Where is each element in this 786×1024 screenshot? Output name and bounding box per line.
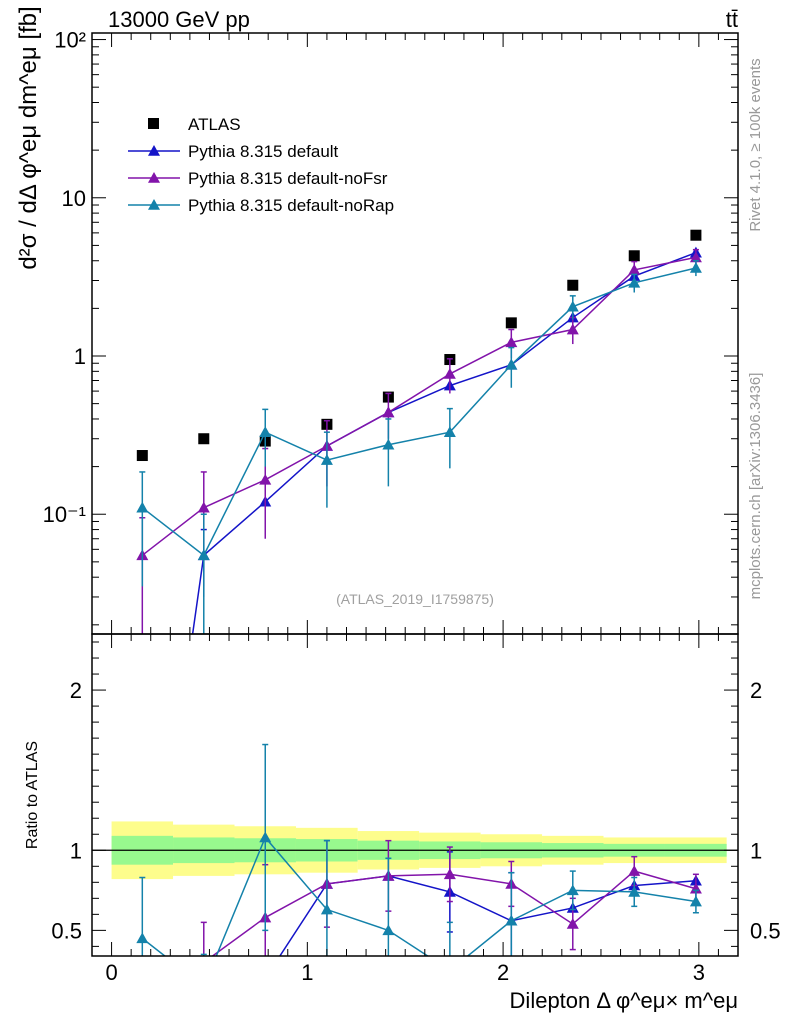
ratio-point xyxy=(505,914,518,926)
mc-point xyxy=(566,300,579,312)
x-tick-label: 0 xyxy=(105,960,117,985)
mc-point xyxy=(689,261,702,273)
ratio-y-tick-label-right: 2 xyxy=(750,678,762,703)
mc-point xyxy=(689,251,702,263)
atlas-point xyxy=(690,229,702,241)
legend-label: Pythia 8.315 default-noRap xyxy=(188,196,394,215)
ratio-line xyxy=(141,836,697,956)
ratio-y-tick-label-right: 1 xyxy=(750,838,762,863)
ratio-point xyxy=(136,932,149,944)
atlas-point xyxy=(136,450,148,462)
atlas-point xyxy=(198,433,210,445)
ratio-point xyxy=(566,917,579,929)
ratio-point xyxy=(259,831,272,843)
atlas-point xyxy=(628,250,640,262)
ratio-point xyxy=(198,980,210,991)
mcplots-label: mcplots.cern.ch [arXiv:1306.3436] xyxy=(747,373,764,600)
mc-point xyxy=(136,501,149,513)
legend: ATLAS Pythia 8.315 default Pythia 8.315 de… xyxy=(128,115,394,215)
mc-point xyxy=(505,336,518,348)
series-3 xyxy=(136,259,702,634)
legend-label: ATLAS xyxy=(188,115,241,134)
rivet-version-label: Rivet 4.1.0, ≥ 100k events xyxy=(747,58,764,231)
analysis-label: (ATLAS_2019_I1759875) xyxy=(336,591,494,607)
ratio-point xyxy=(444,964,456,975)
main-y-axis-title: d²σ / dΔ φ^eμ dm^eμ [fb] xyxy=(15,6,42,269)
x-axis: 0 1 2 3 xyxy=(105,33,739,985)
ratio-y-axis-title: Ratio to ATLAS xyxy=(24,741,41,849)
mc-point xyxy=(197,549,210,561)
ratio-point xyxy=(198,988,210,999)
y-tick-label: 10 xyxy=(62,186,86,211)
mc-point xyxy=(566,323,579,335)
mc-point xyxy=(382,438,395,450)
ratio-point xyxy=(259,972,271,983)
y-tick-label: 10⁻¹ xyxy=(43,502,86,527)
ratio-series-2 xyxy=(136,743,702,991)
legend-marker xyxy=(148,199,160,210)
legend-entry: ATLAS xyxy=(148,115,241,134)
mc-point xyxy=(443,426,456,437)
main-series-group xyxy=(136,229,702,634)
series-2 xyxy=(136,248,702,634)
ratio-point xyxy=(198,956,210,967)
mc-point xyxy=(628,276,641,288)
legend-marker xyxy=(148,145,160,156)
mc-point xyxy=(197,501,210,513)
legend-label: Pythia 8.315 default xyxy=(188,142,339,161)
ratio-y-axis: 0.5 0.5 1 1 2 2 xyxy=(51,641,781,947)
ratio-frame xyxy=(91,633,739,957)
ratio-y-tick-label: 1 xyxy=(70,838,82,863)
ratio-y-tick-label: 0.5 xyxy=(51,918,82,943)
mc-point xyxy=(382,406,395,418)
ratio-point xyxy=(628,885,641,897)
x-tick-label: 1 xyxy=(301,960,313,985)
legend-entry: Pythia 8.315 default-noFsr xyxy=(128,169,388,188)
x-tick-label: 2 xyxy=(497,960,509,985)
ratio-line xyxy=(211,870,697,956)
ratio-panel: 0 1 2 3 0.5 0.5 1 1 2 2 Ratio to ATLAS Dilepton Δ φ… xyxy=(24,33,781,1013)
ratio-point xyxy=(566,884,579,896)
ratio-y-tick-label: 2 xyxy=(70,678,82,703)
ratio-point xyxy=(320,903,333,915)
legend-marker xyxy=(148,172,160,183)
legend-marker xyxy=(148,118,159,129)
ratio-point xyxy=(136,988,148,999)
process-label: tt̄ xyxy=(726,7,738,32)
series-line xyxy=(191,251,697,634)
ratio-point xyxy=(689,895,702,907)
x-tick-label: 3 xyxy=(693,960,705,985)
y-tick-label: 10² xyxy=(54,28,86,53)
mc-point xyxy=(259,473,272,485)
mc-point xyxy=(505,358,518,370)
mc-point xyxy=(320,454,333,465)
ratio-point xyxy=(382,924,395,936)
mc-point xyxy=(259,426,272,437)
atlas-point xyxy=(505,317,517,329)
legend-entry: Pythia 8.315 default-noRap xyxy=(128,196,394,215)
y-tick-label: 1 xyxy=(74,344,86,369)
mc-point xyxy=(628,263,641,275)
series-0 xyxy=(136,229,702,462)
energy-label: 13000 GeV pp xyxy=(108,7,250,32)
ratio-point xyxy=(443,868,456,880)
mc-point xyxy=(443,367,456,379)
atlas-point xyxy=(567,279,579,291)
main-panel: 10⁻¹ 1 10 10² d²σ / dΔ φ^eμ dm^eμ [fb] ATLAS P… xyxy=(15,6,739,635)
series-line xyxy=(141,267,697,557)
x-axis-title: Dilepton Δ φ^eμ× m^eμ xyxy=(510,988,738,1013)
ratio-series-group xyxy=(136,743,702,999)
legend-entry: Pythia 8.315 default xyxy=(128,142,339,161)
ratio-point xyxy=(628,865,641,876)
legend-label: Pythia 8.315 default-noFsr xyxy=(188,169,388,188)
series-1 xyxy=(191,246,702,634)
ratio-y-tick-label-right: 0.5 xyxy=(750,918,781,943)
main-y-axis: 10⁻¹ 1 10 10² xyxy=(43,28,738,626)
